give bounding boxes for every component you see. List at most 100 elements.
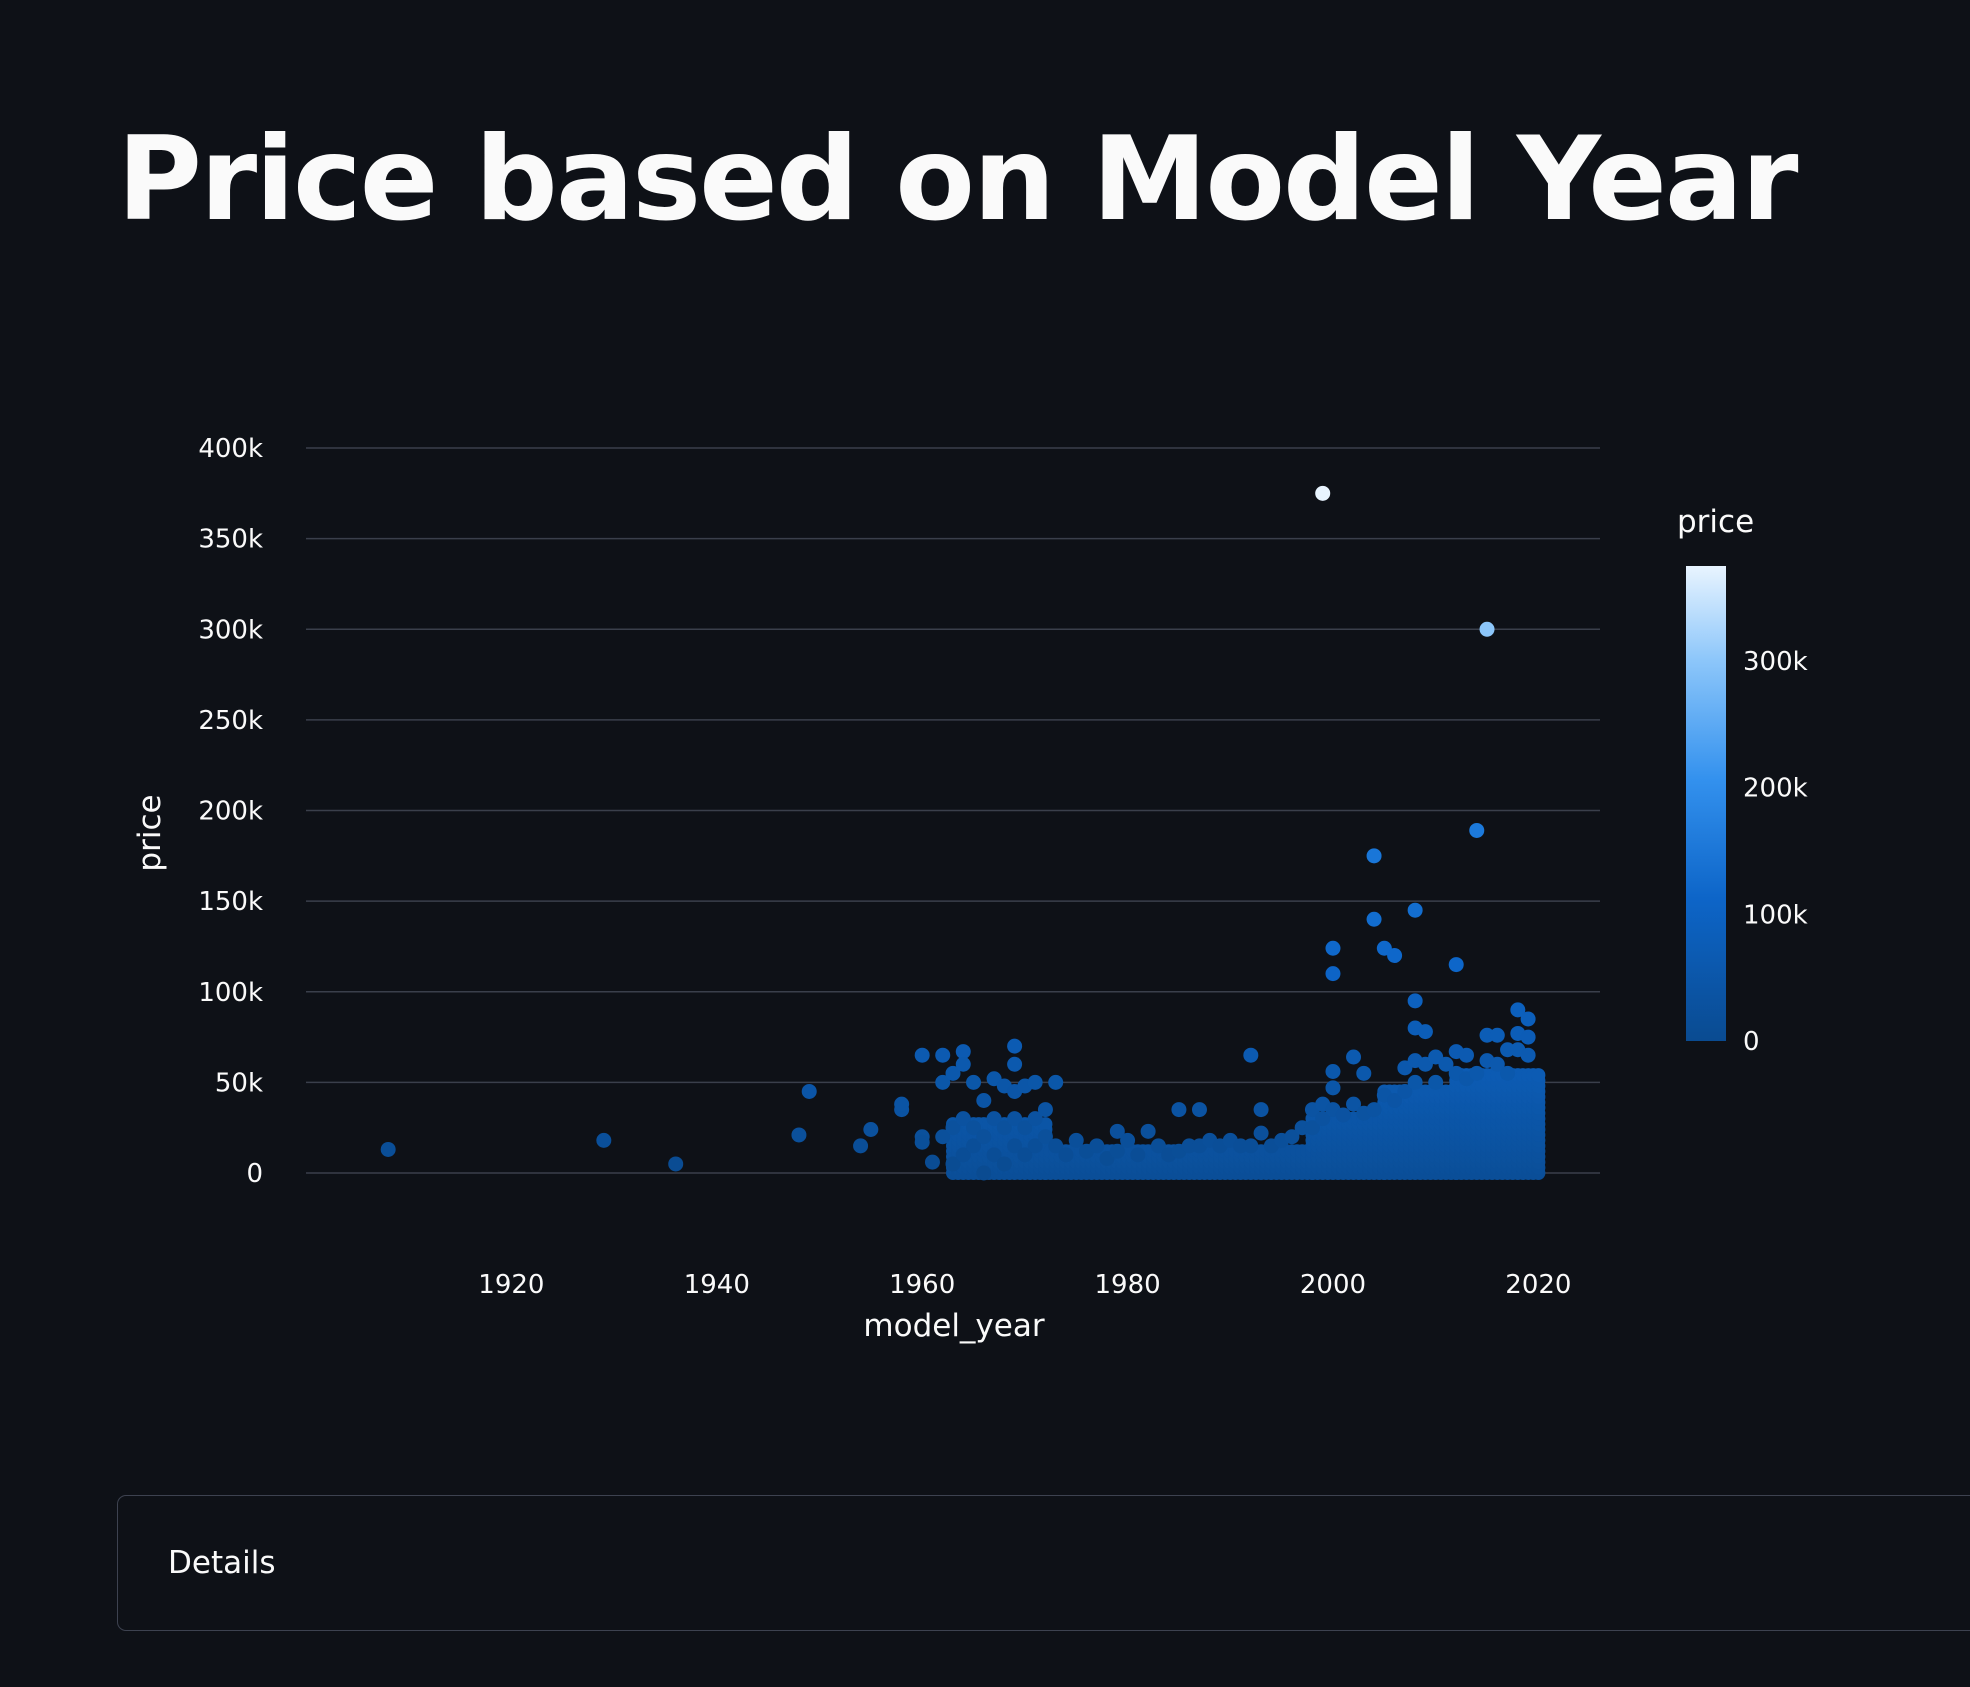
data-point[interactable]	[986, 1147, 1002, 1163]
data-point[interactable]	[1007, 1138, 1023, 1154]
data-point[interactable]	[955, 1056, 971, 1072]
data-point[interactable]	[1171, 1102, 1187, 1118]
data-point[interactable]	[1489, 1027, 1505, 1043]
data-point[interactable]	[1397, 1083, 1413, 1099]
data-point[interactable]	[1181, 1138, 1197, 1154]
data-point[interactable]	[1366, 848, 1382, 864]
data-point[interactable]	[935, 1047, 951, 1063]
data-point[interactable]	[1191, 1102, 1207, 1118]
data-point[interactable]	[1448, 957, 1464, 973]
data-point[interactable]	[1150, 1138, 1166, 1154]
data-point[interactable]	[1233, 1138, 1249, 1154]
data-point[interactable]	[1109, 1123, 1125, 1139]
data-point[interactable]	[1027, 1138, 1043, 1154]
data-point[interactable]	[966, 1120, 982, 1136]
data-point[interactable]	[1469, 1065, 1485, 1081]
data-point[interactable]	[1140, 1123, 1156, 1139]
data-point[interactable]	[1304, 1120, 1320, 1136]
data-point[interactable]	[914, 1134, 930, 1150]
data-point[interactable]	[1479, 621, 1495, 637]
data-point[interactable]	[1366, 1102, 1382, 1118]
data-point[interactable]	[1346, 1049, 1362, 1065]
data-point[interactable]	[1325, 966, 1341, 982]
data-point[interactable]	[1058, 1147, 1074, 1163]
data-point[interactable]	[966, 1138, 982, 1154]
data-point[interactable]	[1037, 1102, 1053, 1118]
data-point[interactable]	[1284, 1129, 1300, 1145]
data-point[interactable]	[1489, 1056, 1505, 1072]
data-point[interactable]	[1500, 1065, 1516, 1081]
data-point[interactable]	[1458, 1047, 1474, 1063]
data-point[interactable]	[1356, 1065, 1372, 1081]
data-point[interactable]	[791, 1127, 807, 1143]
data-point[interactable]	[1243, 1047, 1259, 1063]
data-point[interactable]	[1325, 1080, 1341, 1096]
data-point[interactable]	[1479, 1027, 1495, 1043]
data-point[interactable]	[1335, 1107, 1351, 1123]
data-point[interactable]	[996, 1120, 1012, 1136]
data-point[interactable]	[1417, 1024, 1433, 1040]
data-point[interactable]	[1109, 1143, 1125, 1159]
data-point[interactable]	[1387, 948, 1403, 963]
data-point[interactable]	[955, 1044, 971, 1060]
data-point[interactable]	[1325, 940, 1341, 956]
data-point[interactable]	[380, 1141, 396, 1157]
data-point[interactable]	[863, 1122, 879, 1137]
data-point[interactable]	[1253, 1102, 1269, 1118]
data-point[interactable]	[1007, 1056, 1023, 1072]
data-point[interactable]	[996, 1156, 1012, 1172]
data-point[interactable]	[935, 1129, 951, 1145]
data-point[interactable]	[986, 1111, 1002, 1127]
data-point[interactable]	[1048, 1074, 1064, 1090]
data-point[interactable]	[945, 1065, 961, 1081]
data-point[interactable]	[1469, 822, 1485, 838]
data-point[interactable]	[1500, 1042, 1516, 1058]
data-point[interactable]	[1366, 911, 1382, 927]
data-points[interactable]	[380, 485, 1546, 1181]
data-point[interactable]	[966, 1074, 982, 1090]
data-point[interactable]	[1243, 1138, 1259, 1154]
data-point[interactable]	[976, 1165, 992, 1181]
data-point[interactable]	[1017, 1147, 1033, 1163]
data-point[interactable]	[1315, 1111, 1331, 1127]
data-point[interactable]	[668, 1156, 684, 1172]
data-point[interactable]	[1387, 1093, 1403, 1108]
data-point[interactable]	[1520, 1011, 1536, 1027]
data-point[interactable]	[945, 1156, 961, 1172]
data-point[interactable]	[853, 1138, 869, 1154]
data-point[interactable]	[945, 1120, 961, 1136]
data-point[interactable]	[1325, 1064, 1341, 1079]
data-point[interactable]	[1315, 485, 1331, 501]
data-point[interactable]	[1017, 1120, 1033, 1136]
data-point[interactable]	[1407, 993, 1423, 1009]
data-point[interactable]	[955, 1147, 971, 1163]
data-point[interactable]	[596, 1132, 612, 1148]
data-point[interactable]	[1428, 1074, 1444, 1090]
data-point[interactable]	[1294, 1120, 1310, 1136]
data-point[interactable]	[1407, 902, 1423, 918]
data-point[interactable]	[1027, 1111, 1043, 1127]
data-point[interactable]	[801, 1083, 817, 1099]
data-point[interactable]	[1520, 1047, 1536, 1063]
data-point[interactable]	[924, 1154, 940, 1170]
data-point[interactable]	[1120, 1132, 1136, 1148]
data-point[interactable]	[1438, 1056, 1454, 1072]
data-point[interactable]	[1253, 1125, 1269, 1141]
data-point[interactable]	[1089, 1138, 1105, 1154]
data-point[interactable]	[976, 1129, 992, 1145]
data-point[interactable]	[1346, 1096, 1362, 1112]
data-point[interactable]	[1531, 1068, 1546, 1083]
data-point[interactable]	[935, 1074, 951, 1090]
data-point[interactable]	[955, 1111, 971, 1127]
data-point[interactable]	[1520, 1029, 1536, 1045]
data-point[interactable]	[1510, 1002, 1526, 1018]
data-point[interactable]	[894, 1096, 910, 1112]
data-point[interactable]	[1007, 1038, 1023, 1054]
data-point[interactable]	[1407, 1074, 1423, 1090]
data-point[interactable]	[1130, 1147, 1146, 1163]
data-point[interactable]	[1048, 1138, 1064, 1154]
data-point[interactable]	[1027, 1074, 1043, 1090]
details-expander[interactable]: Details	[117, 1495, 1970, 1631]
data-point[interactable]	[1068, 1132, 1084, 1148]
